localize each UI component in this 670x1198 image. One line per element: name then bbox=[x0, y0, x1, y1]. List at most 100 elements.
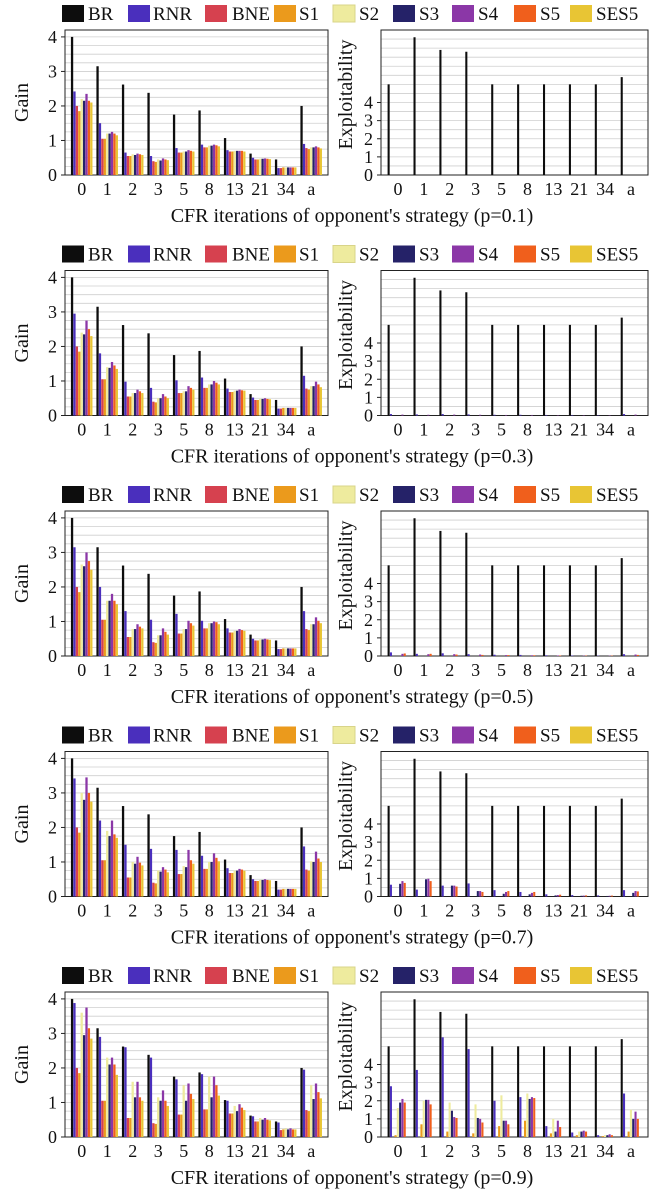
gain-bar-s4 bbox=[238, 629, 241, 656]
expl-xtick-label: a bbox=[627, 1141, 635, 1161]
gain-bar-s5 bbox=[164, 159, 167, 175]
expl-bar-br bbox=[413, 999, 416, 1137]
legend-label-s1: S1 bbox=[299, 4, 319, 25]
gain-bar-ses5 bbox=[166, 634, 169, 656]
expl-ylabel: Exploitability bbox=[335, 1002, 357, 1112]
gain-bar-s1 bbox=[180, 874, 183, 897]
gain-bar-s1 bbox=[180, 1114, 183, 1137]
expl-bar-s3 bbox=[554, 1131, 557, 1137]
gain-bar-s4 bbox=[187, 620, 190, 656]
expl-tick-label: 1 bbox=[364, 387, 373, 407]
expl-tick-label: 3 bbox=[364, 1073, 373, 1093]
gain-bar-s4 bbox=[212, 853, 216, 897]
gain-bar-s4 bbox=[314, 617, 318, 656]
legend-label-s5: S5 bbox=[540, 726, 560, 747]
legend-label-s2: S2 bbox=[359, 245, 379, 266]
expl-bar-rnr bbox=[389, 414, 392, 416]
gain-bar-s3 bbox=[159, 398, 162, 416]
expl-tick-label: 4 bbox=[364, 93, 373, 113]
gain-bar-br bbox=[300, 586, 303, 656]
gain-bar-br bbox=[172, 355, 176, 416]
gain-bar-bne bbox=[101, 1100, 104, 1137]
gain-bar-s5 bbox=[266, 1119, 269, 1137]
gain-bar-s2 bbox=[131, 629, 134, 656]
gain-bar-bne bbox=[126, 156, 130, 175]
legend-swatch-s2 bbox=[332, 966, 356, 985]
gain-bar-s1 bbox=[154, 161, 157, 175]
expl-bar-s5 bbox=[481, 891, 484, 897]
gain-bar-s4 bbox=[136, 1081, 139, 1137]
gain-bar-s3 bbox=[210, 145, 213, 175]
gain-bar-s4 bbox=[136, 153, 139, 175]
expl-bar-s3 bbox=[425, 879, 428, 897]
expl-bar-s5 bbox=[507, 1124, 510, 1137]
expl-bar-br bbox=[568, 565, 571, 656]
expl-bar-s5 bbox=[455, 654, 458, 656]
expl-bar-s3 bbox=[399, 883, 402, 897]
gain-bar-s5 bbox=[240, 150, 244, 175]
gain-tick-label: 3 bbox=[48, 61, 57, 81]
gain-bar-ses5 bbox=[268, 399, 271, 416]
gain-xtick-label: 8 bbox=[205, 420, 214, 440]
gain-bar-s4 bbox=[85, 93, 88, 175]
gain-bar-s1 bbox=[307, 389, 310, 416]
gain-bar-s3 bbox=[184, 151, 188, 175]
expl-bar-s3 bbox=[528, 1098, 531, 1137]
gain-bar-rnr bbox=[251, 879, 255, 897]
gain-bar-ses5 bbox=[268, 880, 271, 897]
gain-bar-s2 bbox=[182, 629, 185, 656]
legend-swatch-br bbox=[62, 245, 84, 263]
legend-label-s2: S2 bbox=[359, 726, 379, 747]
gain-xtick-label: 2 bbox=[128, 901, 137, 921]
gain-bar-s1 bbox=[282, 407, 285, 416]
legend-label-bne: BNE bbox=[232, 245, 270, 266]
expl-bar-rnr bbox=[571, 895, 574, 897]
expl-bar-br bbox=[387, 565, 390, 656]
expl-bar-s1 bbox=[627, 1131, 630, 1137]
gain-frame bbox=[64, 29, 329, 176]
legend-swatch-s2 bbox=[332, 245, 356, 263]
gain-bar-s1 bbox=[103, 619, 106, 656]
gain-bar-br bbox=[96, 1028, 99, 1137]
gain-bar-s2 bbox=[106, 133, 109, 175]
gain-bar-bne bbox=[75, 1067, 79, 1137]
gain-bar-rnr bbox=[226, 150, 229, 175]
gain-bar-ses5 bbox=[141, 628, 144, 656]
gain-bar-bne bbox=[254, 640, 257, 656]
expl-xtick-label: 2 bbox=[445, 420, 454, 440]
expl-bar-br bbox=[517, 1046, 520, 1137]
expl-xtick-label: 3 bbox=[471, 1141, 480, 1161]
gain-bar-s1 bbox=[256, 399, 259, 416]
gain-xtick-label: 8 bbox=[205, 660, 214, 680]
gain-bar-s1 bbox=[78, 832, 81, 897]
expl-xtick-label: 3 bbox=[471, 901, 480, 921]
gain-bar-s2 bbox=[106, 600, 109, 656]
expl-bar-s5 bbox=[559, 655, 562, 656]
expl-bar-br bbox=[439, 771, 442, 897]
gain-tick-label: 0 bbox=[48, 646, 57, 666]
gain-bar-s3 bbox=[261, 879, 264, 897]
expl-bar-s4 bbox=[401, 1098, 404, 1137]
gain-bar-ses5 bbox=[319, 861, 322, 897]
expl-bar-rnr bbox=[441, 1037, 444, 1137]
expl-bar-s1 bbox=[394, 1135, 397, 1137]
gain-bar-rnr bbox=[251, 397, 255, 416]
legend-label-s2: S2 bbox=[359, 485, 379, 506]
gain-bar-s3 bbox=[82, 100, 86, 175]
legend-label-s1: S1 bbox=[299, 485, 319, 506]
gain-bar-br bbox=[147, 814, 150, 897]
expl-tick-label: 2 bbox=[364, 610, 373, 630]
legend-swatch-ses5 bbox=[570, 486, 592, 503]
gain-bar-s5 bbox=[164, 396, 167, 416]
expl-xtick-label: 8 bbox=[523, 1141, 532, 1161]
expl-bar-s3 bbox=[450, 1110, 453, 1137]
legend-swatch-s1 bbox=[274, 486, 296, 503]
gain-bar-s3 bbox=[312, 1099, 315, 1137]
gain-bar-ses5 bbox=[115, 368, 118, 416]
gain-bar-br bbox=[121, 806, 125, 897]
expl-xtick-label: 21 bbox=[570, 420, 588, 440]
expl-bar-br bbox=[517, 565, 520, 656]
expl-bar-rnr bbox=[622, 890, 626, 897]
